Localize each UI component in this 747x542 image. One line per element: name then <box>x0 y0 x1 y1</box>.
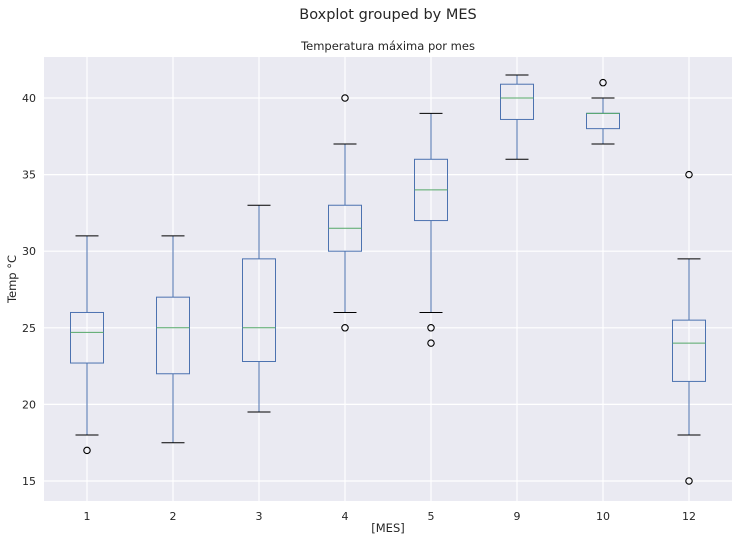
box-group-10 <box>586 78 620 145</box>
x-tick-label: 12 <box>682 510 696 523</box>
boxes-layer <box>70 74 706 485</box>
y-tick-label: 35 <box>22 169 36 182</box>
outlier-point <box>341 324 349 332</box>
box-group-3 <box>242 204 276 413</box>
outlier-point <box>83 446 91 455</box>
box-group-12 <box>672 170 706 485</box>
iqr-box <box>242 258 276 363</box>
x-tick-label: 9 <box>514 510 521 523</box>
box-group-2 <box>156 235 190 444</box>
chart-suptitle: Boxplot grouped by MES <box>299 7 476 23</box>
x-axis-label: [MES] <box>371 521 404 535</box>
x-tick-label: 3 <box>256 510 263 523</box>
box-group-4 <box>328 94 362 332</box>
outlier-point <box>685 170 693 179</box>
y-tick-labels: 15 20 25 30 35 40 <box>22 92 36 488</box>
x-tick-labels: 1 2 3 4 5 9 10 12 <box>84 510 697 523</box>
outlier-point <box>427 324 435 332</box>
x-tick-label: 5 <box>428 510 435 523</box>
y-tick-label: 40 <box>22 92 36 105</box>
chart-title: Temperatura máxima por mes <box>300 39 475 53</box>
iqr-box <box>156 296 190 375</box>
outlier-point <box>599 78 607 87</box>
box-group-5 <box>414 112 448 347</box>
y-tick-label: 15 <box>22 475 36 488</box>
outlier-point <box>685 477 693 485</box>
iqr-box <box>672 319 706 382</box>
plot-area <box>44 57 732 501</box>
y-axis-label: Temp °C <box>5 255 19 304</box>
x-tick-label: 1 <box>84 510 91 523</box>
x-tick-label: 4 <box>342 510 349 523</box>
iqr-box <box>500 83 534 120</box>
outlier-point <box>341 94 349 102</box>
iqr-box <box>70 311 104 364</box>
box-group-9 <box>500 74 534 160</box>
x-tick-label: 2 <box>170 510 177 523</box>
x-tick-label: 10 <box>596 510 610 523</box>
outlier-point <box>427 339 435 347</box>
box-group-1 <box>70 235 104 455</box>
y-tick-label: 30 <box>22 245 36 258</box>
y-tick-label: 25 <box>22 322 36 335</box>
y-tick-label: 20 <box>22 398 36 411</box>
